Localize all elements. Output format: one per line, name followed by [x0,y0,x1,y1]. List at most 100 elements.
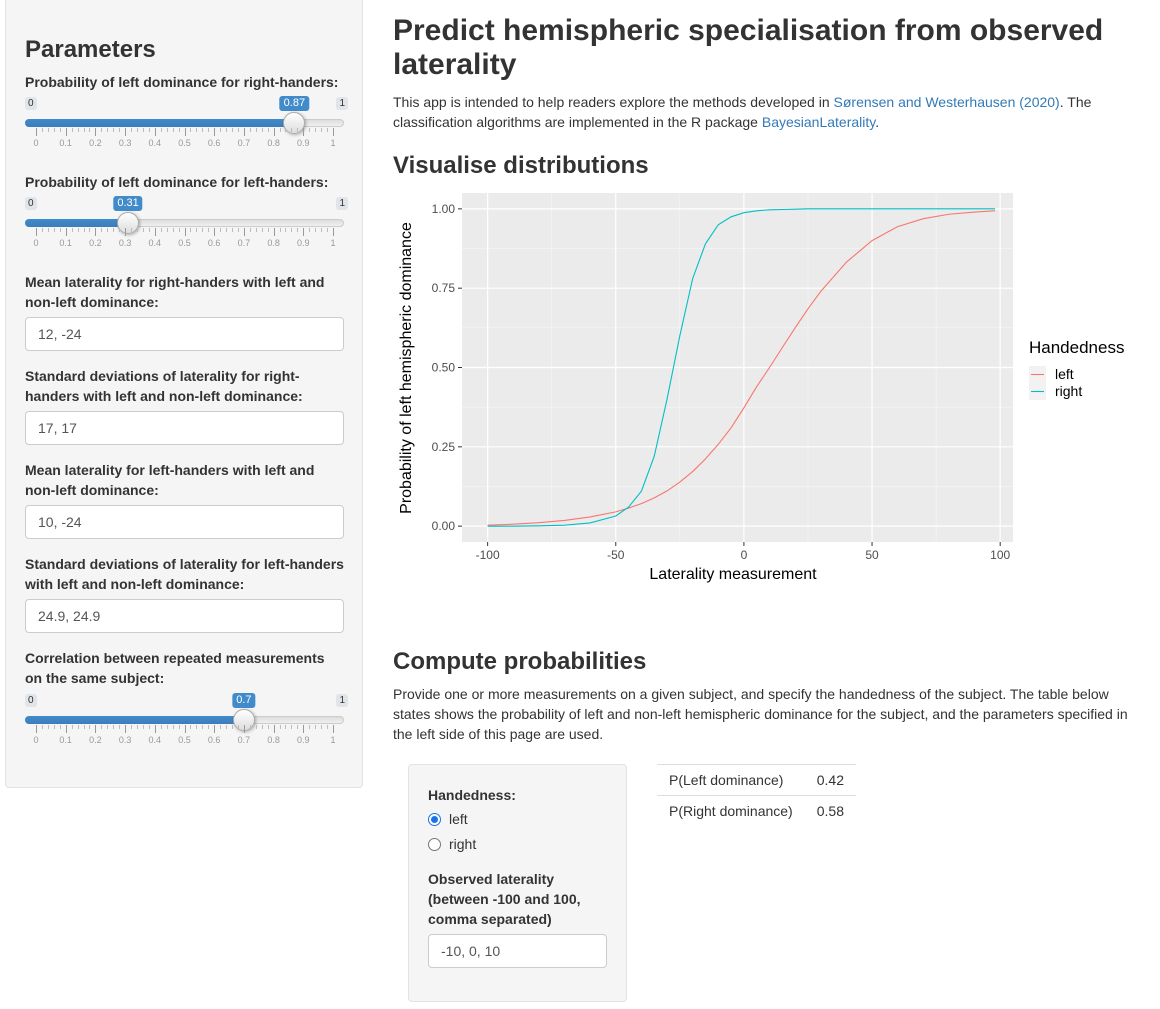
slider-tick [321,128,323,132]
slider-prob-left-handers[interactable]: 0 1 0.31 0 0.1 0.2 0.3 0.4 0.5 0.6 0.7 0.8 0.9 1 [25,196,348,254]
slider-tick [196,725,198,729]
result-value: 0.42 [804,764,856,796]
slider-tick-label: 0 [33,138,39,148]
slider-tick [53,228,55,232]
legend-title: Handedness [1029,338,1124,357]
slider-tick [327,228,329,232]
series-line-left [487,210,996,526]
sd-right-handers-input[interactable] [25,411,344,445]
bayesianlaterality-link[interactable]: BayesianLaterality [761,114,876,130]
results-table: P(Left dominance) 0.42 P(Right dominance… [657,764,856,827]
slider-tick-label: 0.3 [118,138,132,148]
slider-tick [249,228,251,232]
slider-value-label: 0.7 [232,693,256,708]
radio-button[interactable] [428,837,441,851]
slider-handle[interactable] [117,212,140,234]
observed-laterality-input[interactable] [428,934,607,968]
slider-tick-label: 0.6 [207,735,221,745]
radio-button-checked[interactable] [428,812,441,826]
slider-tick [101,725,103,729]
slider-tick [71,128,73,132]
slider-tick [321,228,323,232]
slider-value-label: 0.87 [279,96,310,111]
slider-tick [160,228,162,232]
slider-tick [315,128,317,132]
slider-tick [196,128,198,132]
slider-tick [232,725,234,729]
slider-tick [47,725,49,729]
sorensen-westerhausen-link[interactable]: Sørensen and Westerhausen (2020) [833,94,1060,110]
slider-tick [113,128,115,132]
label-sd-left-handers: Standard deviations of laterality for le… [25,556,344,592]
slider-tick [160,128,162,132]
slider-tick [333,128,334,136]
slider-tick [59,725,61,729]
slider-correlation[interactable]: 0 1 0.7 0 0.1 0.2 0.3 0.4 0.5 0.6 0.7 0.8 0.9 1 [25,693,348,750]
slider-tick [65,725,67,733]
slider-tick [315,228,317,232]
slider-tick [119,228,121,232]
slider-tick [101,128,103,132]
sd-left-handers-input[interactable] [25,599,344,633]
slider-tick [154,228,156,236]
slider-tick [291,725,293,729]
slider-tick [119,725,121,729]
slider-tick [77,725,79,729]
slider-tick [184,128,186,136]
slider-tick-label: 0.9 [297,138,310,148]
slider-tick [285,128,287,132]
slider-tick-label: 0 [33,735,39,745]
slider-tick [36,128,37,136]
y-tick-label: 0.50 [432,361,456,375]
slider-tick [178,725,180,729]
slider-tick [309,228,311,232]
slider-tick [279,228,281,232]
slider-tick [119,128,121,132]
slider-tick [190,725,192,729]
label-prob-right-handers: Probability of left dominance for right-… [25,74,339,90]
slider-tick [249,128,251,132]
slider-tick [255,725,257,729]
slider-tick [297,128,299,132]
slider-prob-right-handers[interactable]: 0 1 0.87 0 0.1 0.2 0.3 0.4 0.5 0.6 0.7 0.8 0.9 1 [25,96,348,153]
slider-tick-label: 0.2 [89,138,102,148]
slider-tick [41,128,43,132]
slider-tick [214,128,216,136]
slider-tick [303,725,305,733]
slider-tick [255,228,257,232]
radio-option-left[interactable]: left [428,809,468,829]
slider-tick-label: 0.4 [148,238,162,248]
compute-form-panel: Handedness: left right Observed laterali… [408,764,627,1002]
slider-tick [154,725,156,733]
mean-left-handers-input[interactable] [25,505,344,539]
slider-tick [291,228,293,232]
slider-min-label: 0 [25,694,37,707]
slider-tick [261,228,263,232]
slider-tick [333,228,334,236]
slider-tick [83,228,85,232]
slider-handle[interactable] [283,112,306,134]
series-lines [487,208,996,527]
slider-tick [267,725,269,729]
slider-tick [208,228,210,232]
slider-tick-label: 0.9 [297,735,310,745]
slider-tick [113,228,115,232]
slider-grid: 0 0.1 0.2 0.3 0.4 0.5 0.6 0.7 0.8 0.9 1 [25,228,344,254]
radio-option-right[interactable]: right [428,834,476,854]
slider-fill [25,119,295,127]
slider-tick [202,228,204,232]
slider-tick [172,725,174,729]
slider-tick [59,128,61,132]
slider-tick [214,228,216,236]
mean-right-handers-input[interactable] [25,317,344,351]
x-tick-label: -100 [476,548,500,562]
slider-tick [226,228,228,232]
slider-tick [125,725,127,733]
visualise-heading: Visualise distributions [393,152,649,179]
y-axis: 0.00 0.25 0.50 0.75 1.00 [432,202,462,533]
slider-tick-label: 0.2 [89,735,102,745]
slider-tick-label: 0.1 [59,735,72,745]
label-sd-right-handers: Standard deviations of laterality for ri… [25,368,303,404]
y-tick-label: 0.25 [432,440,456,454]
x-tick-label: 50 [865,548,879,562]
